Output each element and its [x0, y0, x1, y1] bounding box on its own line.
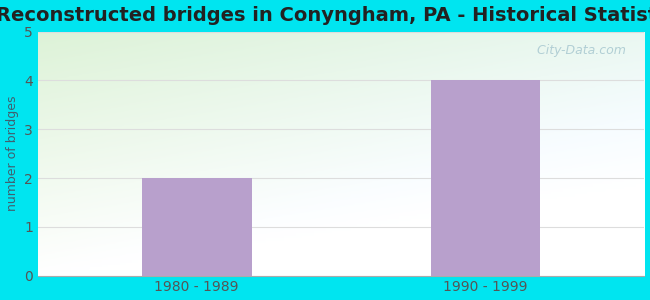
Y-axis label: number of bridges: number of bridges	[6, 96, 19, 212]
Title: Reconstructed bridges in Conyngham, PA - Historical Statistics: Reconstructed bridges in Conyngham, PA -…	[0, 6, 650, 25]
Bar	[142, 178, 252, 276]
Text: City-Data.com: City-Data.com	[529, 44, 626, 57]
Bar	[431, 80, 540, 276]
